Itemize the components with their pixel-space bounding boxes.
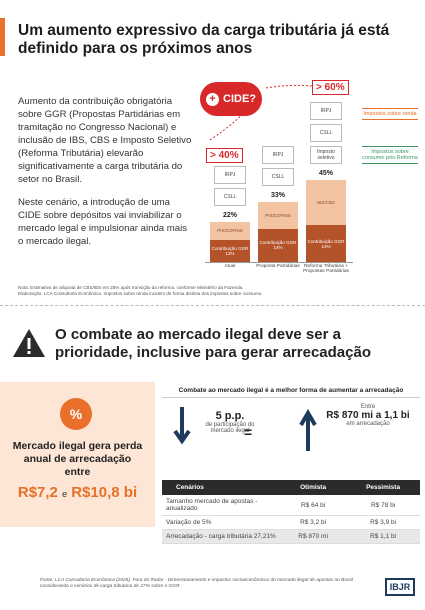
tax-box: CSLL — [262, 167, 294, 186]
bar: PIS/COFINS Contribuição GGR 14% — [258, 201, 298, 262]
segment: IBS/CBS — [306, 180, 346, 226]
title: Um aumento expressivo da carga tributári… — [18, 22, 390, 57]
loss-panel: % Mercado ilegal gera perda anual de arr… — [0, 382, 155, 527]
segment: PIS/COFINS — [258, 201, 298, 229]
accent — [0, 18, 5, 56]
note: Elaboração: LCA Consultoria Econômica. I… — [18, 291, 263, 296]
intro: Aumento da contribuição obrigatória sobr… — [18, 95, 193, 258]
tax-box: IRPJ — [310, 102, 342, 121]
segment: Contribuição GGR 14% — [258, 228, 298, 262]
header-cell: Cenários — [162, 480, 280, 495]
cell: R$ 78 bi — [346, 495, 420, 516]
left-term: 5 p.p. de participação do mercado ilegal — [195, 410, 265, 434]
notes: Nota: Estimativa de alíquota de CBS/IBS … — [18, 285, 418, 297]
text: de participação do mercado ilegal — [205, 422, 255, 434]
bar: IBS/CBS Contribuição GGR 14% — [306, 180, 346, 262]
header-cell: Otimista — [280, 480, 347, 495]
cell: R$ 1,1 bi — [346, 529, 420, 544]
value-label: 45% — [318, 170, 333, 178]
header-cell: Pessimista — [346, 480, 420, 495]
cell: Variação de 5% — [162, 515, 280, 530]
legend-item: Impostos sobre consumo pós-Reforma — [362, 146, 418, 164]
row: Tamanho mercado de apostas - anualizado R… — [162, 495, 420, 516]
value-label: 22% — [222, 211, 237, 219]
tax-box: CSLL — [214, 187, 246, 206]
section-title: O combate ao mercado ilegal deve ser a p… — [55, 326, 371, 361]
paragraph: Neste cenário, a introdução de uma CIDE … — [18, 197, 188, 247]
segment: Contribuição GGR 14% — [306, 225, 346, 262]
cell: Tamanho mercado de apostas - anualizado — [162, 495, 280, 516]
row: Variação de 5% R$ 3,2 bi R$ 3,9 bi — [162, 515, 420, 530]
value: 5 p.p. — [215, 410, 245, 422]
segment: PIS/COFINS — [210, 221, 250, 240]
loss-range: R$7,2 e R$10,8 bi — [0, 484, 155, 501]
cide-badge: + CIDE? — [200, 82, 262, 116]
x-label: Atual — [224, 264, 236, 269]
baseline — [205, 262, 353, 263]
arrow-icons — [173, 407, 317, 451]
cell: R$ 3,2 bi — [280, 515, 347, 530]
logo: IBJR — [385, 578, 415, 596]
equals: = — [244, 424, 253, 440]
value-label: 33% — [270, 191, 285, 199]
cell: Arrecadação - carga tributária 27,21% — [162, 529, 280, 544]
legend-item: Impostos sobre renda — [362, 108, 418, 120]
warning-icon — [13, 329, 45, 357]
low: R$7,2 — [17, 484, 58, 501]
right-term: Entre R$ 870 mi a 1,1 bi em arrecadação — [318, 404, 418, 427]
tax-box: IRPJ — [262, 145, 294, 164]
cell: R$ 3,9 bi — [346, 515, 420, 530]
tax-box: Imposto seletivo — [310, 146, 342, 165]
text: em arrecadação — [346, 421, 390, 427]
high: R$10,8 bi — [71, 484, 138, 501]
money-icon: % — [60, 398, 92, 430]
cell: R$ 870 mi — [280, 529, 347, 544]
callout: > 60% — [312, 80, 349, 95]
pre: Entre — [360, 404, 376, 410]
row: Arrecadação - carga tributária 27,21% R$ … — [162, 529, 420, 544]
source: Fonte: LCA Consultoria Econômica (2025).… — [40, 578, 354, 589]
tax-box: IRPJ — [214, 165, 246, 184]
plus-icon: + — [206, 92, 219, 106]
bar: PIS/COFINS Contribuição GGR 12% — [210, 221, 250, 262]
note: Nota: Estimativa de alíquota de CBS/IBS … — [18, 285, 244, 290]
cell: R$ 64 bi — [280, 495, 347, 516]
badge-text: CIDE? — [223, 93, 256, 105]
x-label: Proposta Partidárias — [256, 264, 300, 269]
arrows — [209, 84, 313, 141]
x-label: Reforma Tributária + Propostas Partidári… — [303, 264, 349, 274]
joiner: e — [62, 489, 68, 499]
tax-box: CSLL — [310, 124, 342, 143]
loss-text: Mercado ilegal gera perda anual de arrec… — [12, 440, 143, 478]
callout: > 40% — [206, 148, 243, 163]
paragraph: Aumento da contribuição obrigatória sobr… — [18, 96, 192, 185]
equation-title: Combate ao mercado ilegal é a melhor for… — [162, 387, 420, 398]
scenario-table: Cenários Otimista Pessimista Tamanho mercad… — [162, 480, 420, 544]
segment: Contribuição GGR 12% — [210, 239, 250, 262]
divider — [0, 305, 425, 306]
value: R$ 870 mi a 1,1 bi — [326, 410, 410, 421]
